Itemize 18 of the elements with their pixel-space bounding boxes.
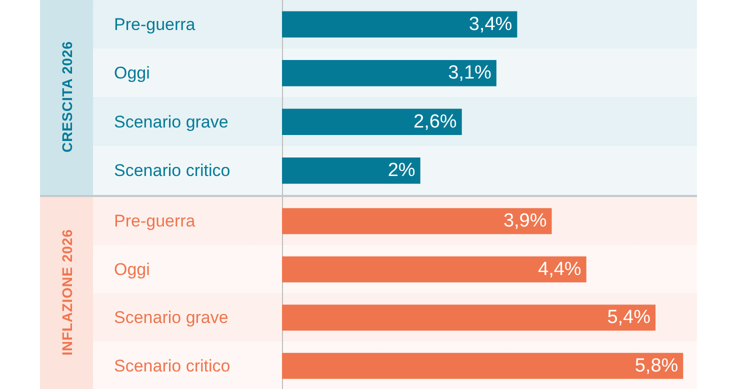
y-tick-label: Scenario critico (114, 356, 230, 375)
data-label: 3,1% (448, 62, 492, 84)
y-tick-label: Pre-guerra (114, 211, 196, 230)
data-label: 3,4% (468, 14, 512, 35)
y-tick-label: Pre-guerra (114, 14, 196, 34)
data-label: 2% (388, 160, 416, 182)
data-label: 5,4% (607, 306, 651, 328)
y-tick-label: Oggi (114, 64, 150, 83)
y-tick-label: Scenario grave (114, 112, 228, 132)
text: INFLAZIONE 2026 (58, 229, 74, 356)
data-label: 2,6% (414, 111, 457, 132)
y-tick-label: Scenario critico (114, 161, 230, 180)
y-tick-label: Oggi (114, 259, 150, 278)
data-label: 3,9% (503, 210, 547, 232)
data-label: 4,4% (538, 258, 582, 280)
text: CRESCITA 2026 (58, 41, 74, 154)
y-tick-label: Scenario grave (114, 308, 228, 327)
data-label: 5,8% (634, 354, 678, 376)
